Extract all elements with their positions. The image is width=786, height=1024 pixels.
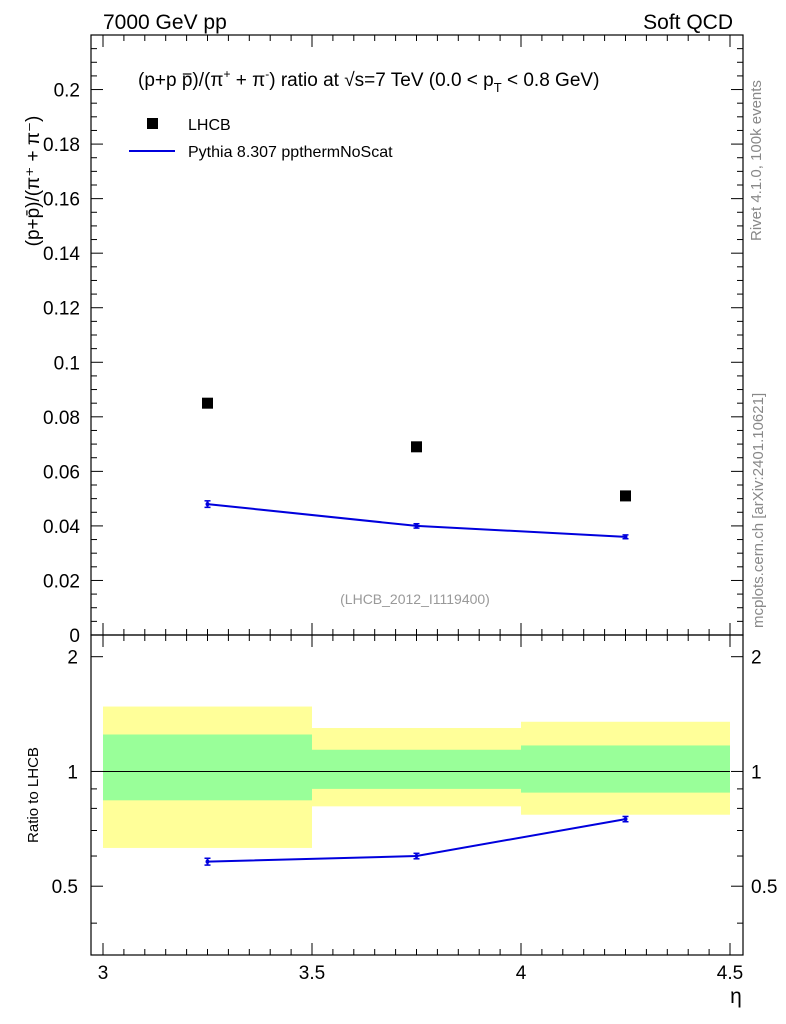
title-mid: )/(π (192, 70, 223, 91)
title-sub: T (494, 80, 502, 95)
main-ytick-label: 0 (69, 626, 80, 647)
title-mid3: ) ratio at (269, 70, 344, 91)
main-ytick-label: 0.12 (43, 299, 80, 320)
ratio-ytick-label-left: 0.5 (52, 877, 78, 898)
header-right: Soft QCD (643, 11, 733, 34)
legend: LHCB Pythia 8.307 ppthermNoScat (129, 117, 393, 161)
mc-point (623, 534, 628, 539)
ratio-ytick-label-left: 1 (67, 762, 78, 783)
data-point-lhcb (620, 490, 631, 502)
ratio-mc-point (414, 854, 419, 859)
ratio-ytick-label-right: 2 (751, 648, 762, 669)
main-ytick-label: 0.1 (54, 353, 80, 374)
ratio-y-axis-label: Ratio to LHCB (25, 747, 42, 843)
uncertainty-band-inner (103, 734, 312, 801)
main-ytick-label: 0.02 (43, 571, 80, 592)
ratio-mc-point (205, 859, 210, 864)
main-ytick-label: 0.2 (54, 81, 80, 102)
mcplots-label: mcplots.cern.ch [arXiv:2401.10621] (750, 393, 767, 628)
data-point-lhcb (411, 441, 422, 453)
uncertainty-band-inner (312, 749, 521, 789)
ratio-plot-area: 0.5 0.5 1 1 2 2 3 3.5 4 4.5 (52, 634, 777, 984)
main-plot-area: 0 0.02 0.04 0.06 0.08 0.1 0.12 0.14 0.16 0.18 0.2 (43, 34, 744, 647)
main-ytick-label: 0.08 (43, 408, 80, 429)
title-pbar: p (182, 70, 193, 91)
mc-point (205, 502, 210, 507)
title-minus: - (265, 67, 269, 81)
main-ytick-label: 0.04 (43, 517, 80, 538)
ratio-ytick-label-right: 1 (751, 762, 762, 783)
rivet-label: Rivet 4.1.0, 100k events (748, 80, 765, 241)
main-ytick-label: 0.18 (43, 135, 80, 156)
xtick-label: 4 (516, 963, 527, 984)
title-plus: + (223, 67, 230, 81)
main-y-axis-label: (p+p̄)/(π⁺ + π⁻) (23, 116, 44, 247)
plot-title: (p+p p)/(π+ + π-) ratio at √s=7 TeV (0.0… (138, 67, 599, 95)
legend-label-pythia: Pythia 8.307 ppthermNoScat (188, 144, 393, 161)
x-axis-label: η (730, 985, 742, 1008)
header-left: 7000 GeV pp (103, 11, 227, 34)
main-ytick-label: 0.14 (43, 244, 80, 265)
xtick-label: 3 (98, 963, 109, 984)
uncertainty-band-inner (521, 745, 730, 793)
mc-point (414, 523, 419, 528)
legend-label-lhcb: LHCB (188, 117, 231, 134)
title-prefix: (p+p (138, 70, 177, 91)
analysis-reference: (LHCB_2012_I1119400) (340, 591, 490, 607)
mc-line-pythia (207, 503, 626, 538)
xtick-label: 4.5 (717, 963, 743, 984)
ratio-ytick-label-left: 2 (67, 648, 78, 669)
main-ytick-label: 0.06 (43, 462, 80, 483)
ratio-mc-point (623, 817, 628, 822)
xtick-label: 3.5 (299, 963, 325, 984)
title-mid2: + π (230, 70, 265, 91)
title-sqrt: √ (344, 70, 355, 91)
ratio-ytick-label-right: 0.5 (751, 877, 777, 898)
legend-marker-lhcb (147, 118, 158, 129)
data-point-lhcb (202, 397, 213, 409)
main-ytick-label: 0.16 (43, 190, 80, 211)
title-s: s=7 TeV (0.0 < p (355, 70, 494, 91)
title-end: < 0.8 GeV) (502, 70, 600, 91)
